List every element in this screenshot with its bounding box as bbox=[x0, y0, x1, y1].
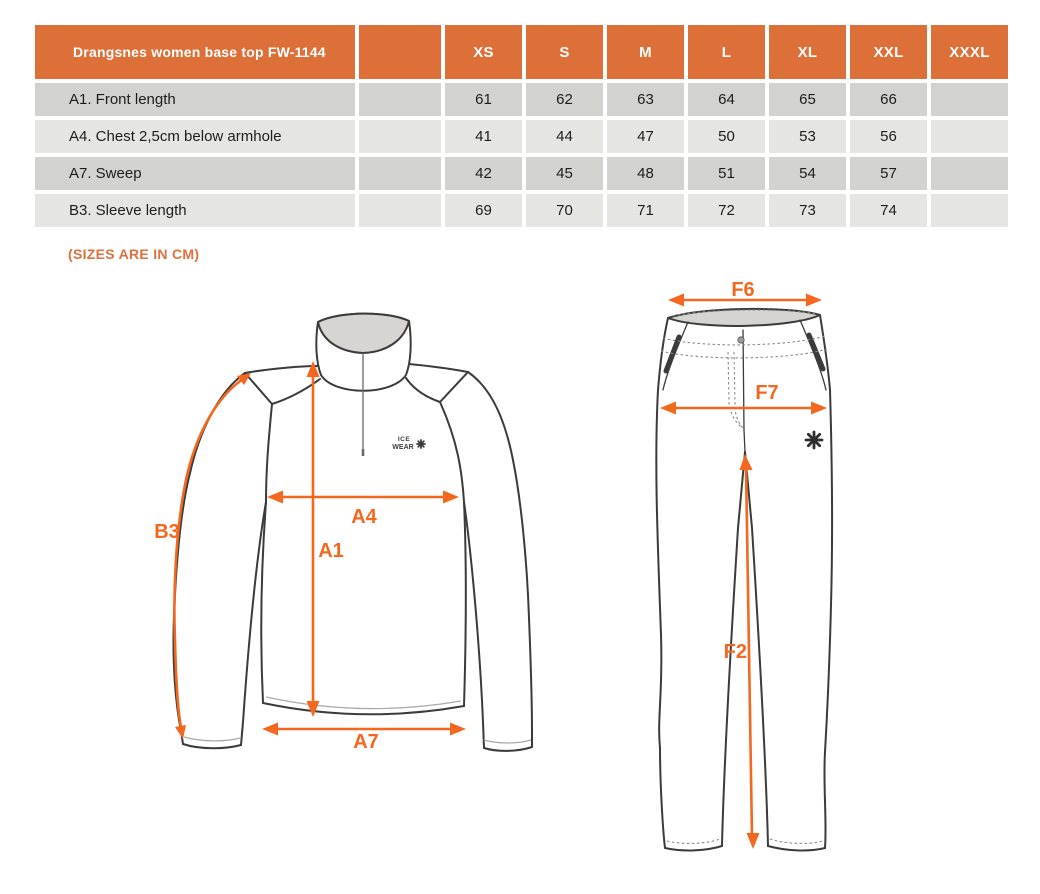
f2-inseam-arrow bbox=[739, 454, 760, 849]
value-cell: 56 bbox=[850, 120, 927, 153]
f6-label: F6 bbox=[731, 279, 754, 301]
icewear-logo: ICE WEAR bbox=[392, 436, 426, 451]
size-col-header-s: S bbox=[526, 25, 603, 79]
a1-label: A1 bbox=[318, 540, 344, 562]
waist-button bbox=[737, 336, 745, 344]
svg-text:WEAR: WEAR bbox=[392, 444, 413, 451]
pants-outline bbox=[655, 307, 834, 852]
table-title: Drangsnes women base top FW-1144 bbox=[35, 25, 355, 79]
value-cell: 69 bbox=[445, 194, 522, 227]
a7-sweep-arrow bbox=[262, 722, 466, 736]
a4-label: A4 bbox=[351, 506, 377, 528]
snowflake-icon bbox=[804, 430, 824, 450]
size-col-header-l: L bbox=[688, 25, 765, 79]
f6-waist-arrow bbox=[668, 293, 822, 307]
base-top-diagram: ICE WEAR bbox=[154, 312, 533, 753]
snowflake-icon bbox=[416, 439, 426, 449]
value-cell: 70 bbox=[526, 194, 603, 227]
a7-label: A7 bbox=[353, 731, 379, 753]
f2-label: F2 bbox=[724, 641, 747, 663]
value-cell: 54 bbox=[769, 157, 846, 190]
row-label-chest: A4. Chest 2,5cm below armhole bbox=[35, 120, 355, 153]
size-col-header-xxxl: XXXL bbox=[931, 25, 1008, 79]
value-cell: 48 bbox=[607, 157, 684, 190]
waist-opening bbox=[667, 307, 821, 327]
value-cell: 62 bbox=[526, 83, 603, 116]
value-cell bbox=[931, 194, 1008, 227]
collar-opening bbox=[317, 312, 410, 354]
svg-text:ICE: ICE bbox=[398, 436, 411, 443]
value-cell: 41 bbox=[445, 120, 522, 153]
row-label-sweep: A7. Sweep bbox=[35, 157, 355, 190]
value-cell: 74 bbox=[850, 194, 927, 227]
value-cell: 47 bbox=[607, 120, 684, 153]
value-cell: 50 bbox=[688, 120, 765, 153]
row-spacer bbox=[359, 120, 441, 153]
size-col-header-xs: XS bbox=[445, 25, 522, 79]
top-garment-outline bbox=[172, 312, 533, 752]
a4-chest-arrow bbox=[267, 490, 459, 504]
value-cell: 42 bbox=[445, 157, 522, 190]
value-cell: 45 bbox=[526, 157, 603, 190]
row-spacer bbox=[359, 83, 441, 116]
value-cell bbox=[931, 120, 1008, 153]
top-stitch-lines bbox=[183, 696, 532, 744]
value-cell bbox=[931, 83, 1008, 116]
value-cell: 63 bbox=[607, 83, 684, 116]
pants-diagram: F6 F7 F2 bbox=[655, 279, 834, 852]
value-cell bbox=[931, 157, 1008, 190]
size-table: Drangsnes women base top FW-1144 XS S M … bbox=[35, 25, 1008, 227]
row-label-sleeve-length: B3. Sleeve length bbox=[35, 194, 355, 227]
value-cell: 66 bbox=[850, 83, 927, 116]
b3-sleeve-arrow bbox=[173, 373, 251, 739]
top-measurement-arrows bbox=[173, 361, 466, 739]
value-cell: 57 bbox=[850, 157, 927, 190]
value-cell: 72 bbox=[688, 194, 765, 227]
size-col-header-xxl: XXL bbox=[850, 25, 927, 79]
row-spacer bbox=[359, 194, 441, 227]
value-cell: 61 bbox=[445, 83, 522, 116]
value-cell: 44 bbox=[526, 120, 603, 153]
units-note: (SIZES ARE IN CM) bbox=[68, 246, 200, 262]
size-col-header-m: M bbox=[607, 25, 684, 79]
f7-hip-arrow bbox=[660, 401, 827, 415]
pants-measurement-arrows bbox=[660, 293, 827, 849]
table-header-spacer bbox=[359, 25, 441, 79]
value-cell: 64 bbox=[688, 83, 765, 116]
row-spacer bbox=[359, 157, 441, 190]
b3-label: B3 bbox=[154, 521, 180, 543]
row-label-front-length: A1. Front length bbox=[35, 83, 355, 116]
value-cell: 65 bbox=[769, 83, 846, 116]
pants-stitch-lines bbox=[660, 309, 828, 844]
a1-front-length-arrow bbox=[306, 361, 320, 717]
value-cell: 53 bbox=[769, 120, 846, 153]
f7-label: F7 bbox=[755, 382, 778, 404]
value-cell: 51 bbox=[688, 157, 765, 190]
value-cell: 71 bbox=[607, 194, 684, 227]
value-cell: 73 bbox=[769, 194, 846, 227]
left-pocket-opening bbox=[663, 334, 682, 374]
size-col-header-xl: XL bbox=[769, 25, 846, 79]
